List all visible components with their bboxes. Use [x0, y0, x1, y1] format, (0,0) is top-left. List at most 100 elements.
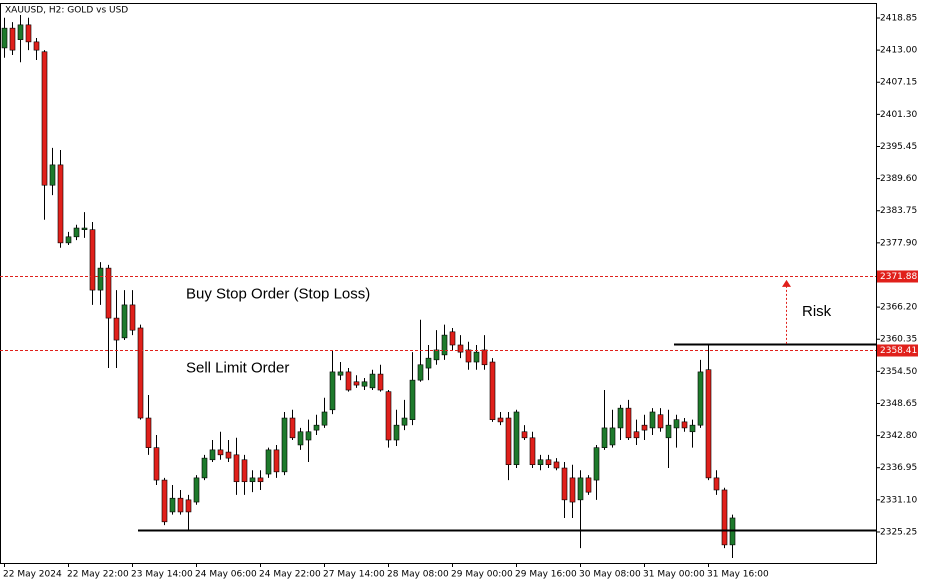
risk-arrow-head — [782, 279, 791, 287]
candle-body — [625, 407, 632, 439]
candle-body — [377, 373, 384, 391]
candle-body — [553, 461, 560, 469]
candle-body — [273, 449, 280, 473]
candle-body — [73, 227, 80, 238]
candle-body — [265, 449, 272, 475]
y-tick-label: 2377.90 — [880, 238, 917, 248]
order-price-label: 2371.88 — [880, 272, 917, 282]
candle-body — [337, 371, 344, 376]
x-tick-label: 31 May 16:00 — [707, 570, 769, 580]
candle-body — [521, 431, 528, 439]
candle-body — [537, 459, 544, 466]
candle-body — [41, 51, 48, 186]
candle-body — [321, 411, 328, 426]
candle-body — [249, 477, 256, 483]
candle-body — [313, 424, 320, 431]
candle-body — [577, 477, 584, 501]
candle-body — [473, 351, 480, 363]
candle-body — [457, 344, 464, 353]
candle-body — [697, 371, 704, 426]
candle-body — [417, 364, 424, 381]
candle-body — [465, 349, 472, 363]
x-tick-label: 23 May 14:00 — [131, 570, 193, 580]
candle-body — [593, 447, 600, 481]
candle-body — [153, 447, 160, 481]
candle-body — [305, 431, 312, 441]
y-tick-label: 2360.35 — [880, 335, 917, 345]
order-price-label: 2358.41 — [880, 346, 917, 356]
candle-body — [425, 357, 432, 369]
candle-body — [721, 489, 728, 546]
candle-body — [1, 27, 8, 49]
candle-body — [289, 417, 296, 439]
candle-body — [353, 381, 360, 386]
candle-body — [105, 267, 112, 319]
order-price-box — [877, 270, 918, 283]
candle-body — [393, 424, 400, 441]
order-label: Sell Limit Order — [186, 359, 289, 376]
candle-body — [585, 477, 592, 493]
x-tick-label: 29 May 16:00 — [515, 570, 577, 580]
x-tick-label: 24 May 22:00 — [259, 570, 321, 580]
candle-body — [713, 477, 720, 491]
candle-body — [281, 417, 288, 473]
candle-body — [129, 304, 136, 331]
candle-body — [145, 417, 152, 448]
y-tick-label: 2354.50 — [880, 367, 917, 377]
candle-body — [193, 477, 200, 503]
chart-title: XAUUSD, H2: GOLD vs USD — [5, 6, 128, 16]
y-tick-label: 2331.10 — [880, 495, 917, 505]
order-price-box — [877, 344, 918, 357]
candle-body — [681, 421, 688, 429]
candle-body — [257, 477, 264, 483]
x-tick-label: 22 May 2024 — [3, 570, 62, 580]
candle-body — [345, 371, 352, 391]
candle-body — [65, 236, 72, 244]
candle-body — [569, 477, 576, 503]
candle-body — [601, 427, 608, 448]
y-tick-label: 2325.25 — [880, 527, 917, 537]
y-tick-label: 2389.60 — [880, 174, 917, 184]
y-tick-label: 2413.00 — [880, 46, 917, 56]
y-tick-label: 2395.45 — [880, 142, 917, 152]
candle-body — [609, 427, 616, 446]
y-tick-label: 2407.15 — [880, 78, 917, 88]
candle-body — [489, 361, 496, 420]
candle-body — [441, 334, 448, 356]
risk-label: Risk — [802, 303, 832, 320]
x-tick-label: 30 May 08:00 — [579, 570, 641, 580]
candle-body — [169, 497, 176, 513]
candle-body — [705, 369, 712, 479]
candle-body — [297, 431, 304, 446]
candle-body — [89, 229, 96, 291]
candle-body — [545, 459, 552, 466]
x-tick-label: 22 May 22:00 — [67, 570, 129, 580]
candle-body — [385, 391, 392, 441]
candle-body — [233, 454, 240, 483]
candle-body — [401, 417, 408, 426]
candle-body — [113, 317, 120, 341]
candle-body — [513, 411, 520, 466]
order-label: Buy Stop Order (Stop Loss) — [186, 285, 370, 302]
candle-body — [209, 449, 216, 461]
candle-body — [665, 424, 672, 439]
x-tick-label: 29 May 00:00 — [451, 570, 513, 580]
candle-body — [561, 467, 568, 501]
candle-body — [25, 24, 32, 43]
plot-frame — [0, 3, 877, 564]
candle-body — [529, 437, 536, 466]
y-tick-label: 2401.30 — [880, 110, 917, 120]
candle-body — [481, 349, 488, 366]
candle-body — [673, 419, 680, 429]
candle-body — [369, 373, 376, 389]
x-tick-label: 31 May 00:00 — [643, 570, 705, 580]
candle-body — [81, 227, 88, 230]
y-tick-label: 2348.65 — [880, 399, 917, 409]
candle-body — [137, 327, 144, 419]
candle-body — [17, 24, 24, 40]
candle-body — [649, 411, 656, 429]
x-tick-label: 28 May 08:00 — [387, 570, 449, 580]
candle-body — [121, 304, 128, 339]
y-tick-label: 2342.80 — [880, 431, 917, 441]
